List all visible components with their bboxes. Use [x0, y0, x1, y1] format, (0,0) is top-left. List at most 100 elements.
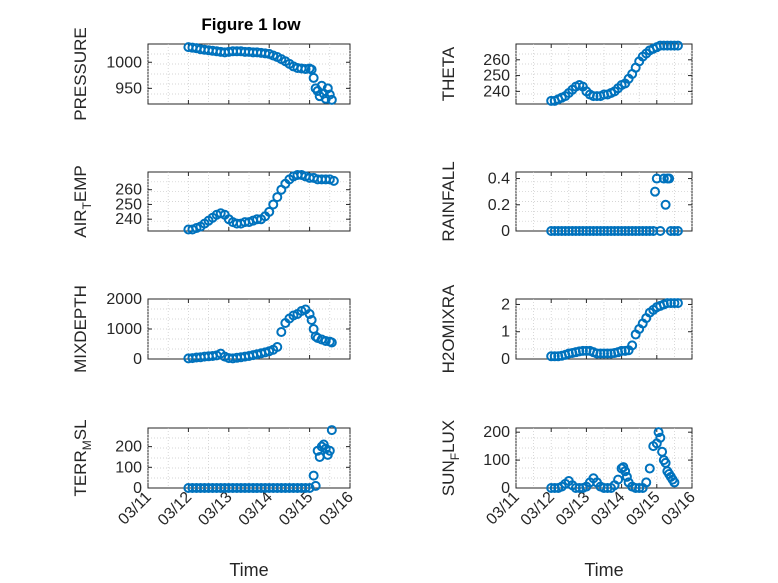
data-point [276, 327, 287, 337]
x-tick-label: 03/12 [155, 489, 195, 529]
y-axis-label-rest: SL [71, 419, 90, 440]
x-axis-label: Time [229, 560, 268, 580]
data-point [655, 432, 666, 443]
data-point [660, 199, 671, 210]
data-point [320, 336, 331, 346]
data-point [252, 214, 263, 225]
data-point [310, 480, 321, 491]
y-tick-label: 0.4 [488, 171, 510, 188]
data-point [613, 474, 624, 485]
x-tick-label: 03/16 [658, 489, 698, 529]
data-point [669, 40, 680, 51]
data-point [326, 94, 337, 105]
data-point [304, 309, 315, 319]
y-tick-label: 0 [133, 351, 142, 368]
y-axis-label: SUNFLUX [439, 420, 462, 496]
y-axis-label-sub: T [80, 201, 94, 209]
y-axis-label-sub: F [448, 453, 462, 460]
data-point [272, 192, 283, 203]
y-tick-label: 250 [483, 68, 510, 85]
subplot-8: 010020003/1103/1203/1303/1403/1503/16Tim… [439, 420, 699, 580]
x-tick-label: 03/16 [316, 489, 356, 529]
data-point [655, 226, 666, 236]
y-tick-label: 100 [115, 459, 142, 476]
data-point [653, 427, 664, 438]
y-axis-label-rest: EMP [71, 165, 90, 202]
x-tick-label: 03/14 [236, 489, 276, 529]
y-tick-label: 0 [501, 480, 510, 497]
x-tick-label: 03/13 [195, 489, 235, 529]
y-axis-label-sub: M [80, 440, 94, 450]
data-point [268, 199, 279, 210]
y-tick-label: 1000 [106, 54, 142, 71]
data-point [641, 477, 652, 488]
data-point [326, 337, 337, 348]
data-point [304, 483, 315, 493]
figure-title: Figure 1 low [201, 15, 301, 34]
y-tick-label: 260 [483, 52, 510, 69]
x-tick-label: 03/15 [276, 489, 316, 529]
data-point [669, 477, 680, 488]
x-tick-label: 03/13 [553, 489, 593, 529]
data-point [308, 470, 319, 481]
data-point [324, 445, 335, 456]
subplot-1: 950 1000 PRESSURE [71, 27, 351, 121]
y-tick-label: 950 [115, 80, 142, 97]
y-tick-label: 0 [133, 480, 142, 497]
data-point [264, 206, 275, 217]
y-axis-label: PRESSURE [71, 27, 90, 121]
data-point [644, 463, 655, 474]
data-point [308, 72, 319, 83]
data-point [300, 483, 311, 493]
data-point [306, 315, 317, 325]
data-point [328, 175, 339, 186]
subplot-6: 0 1 2 H2OMIXRA [439, 284, 693, 373]
y-tick-label: 250 [115, 196, 142, 213]
data-point [326, 425, 337, 436]
y-axis-label: AIRTEMP [71, 165, 94, 238]
data-point [620, 466, 631, 477]
y-axis-label: THETA [439, 46, 458, 101]
data-point [621, 471, 632, 482]
y-tick-label: 200 [115, 439, 142, 456]
data-point [644, 226, 655, 236]
y-axis-label-main: TERR [71, 450, 90, 496]
y-tick-label: 0 [501, 223, 510, 240]
data-point [664, 173, 675, 184]
data-point [650, 186, 661, 197]
x-tick-label: 03/14 [588, 489, 628, 529]
y-axis-label-rest: LUX [439, 420, 458, 453]
data-point [300, 64, 311, 75]
data-point [672, 298, 683, 309]
y-tick-label: 0.2 [488, 197, 510, 214]
y-tick-label: 0 [501, 351, 510, 368]
subplot-4: 0 0.2 0.4 RAINFALL [439, 161, 693, 242]
data-point [669, 226, 680, 236]
y-tick-label: 240 [483, 83, 510, 100]
x-tick-label: 03/12 [518, 489, 558, 529]
data-point [627, 340, 638, 351]
y-axis-label: RAINFALL [439, 161, 458, 241]
y-tick-label: 200 [483, 424, 510, 441]
data-point [672, 226, 683, 236]
y-tick-label: 240 [115, 211, 142, 228]
x-axis-label: Time [584, 560, 623, 580]
y-tick-label: 260 [115, 182, 142, 199]
data-point [672, 40, 683, 51]
data-point [272, 342, 283, 352]
data-point [658, 173, 669, 184]
data-point [322, 83, 333, 94]
y-axis-label: H2OMIXRA [439, 284, 458, 373]
subplot-5: 0 1000 2000 MIXDEPTH [71, 285, 351, 373]
y-tick-label: 1000 [106, 321, 142, 338]
x-tick-label: 03/15 [623, 489, 663, 529]
y-tick-label: 2 [501, 296, 510, 313]
y-axis-label: TERRMSL [71, 419, 94, 496]
y-tick-label: 2000 [106, 291, 142, 308]
y-axis-label: MIXDEPTH [71, 285, 90, 373]
y-tick-label: 1 [501, 324, 510, 341]
